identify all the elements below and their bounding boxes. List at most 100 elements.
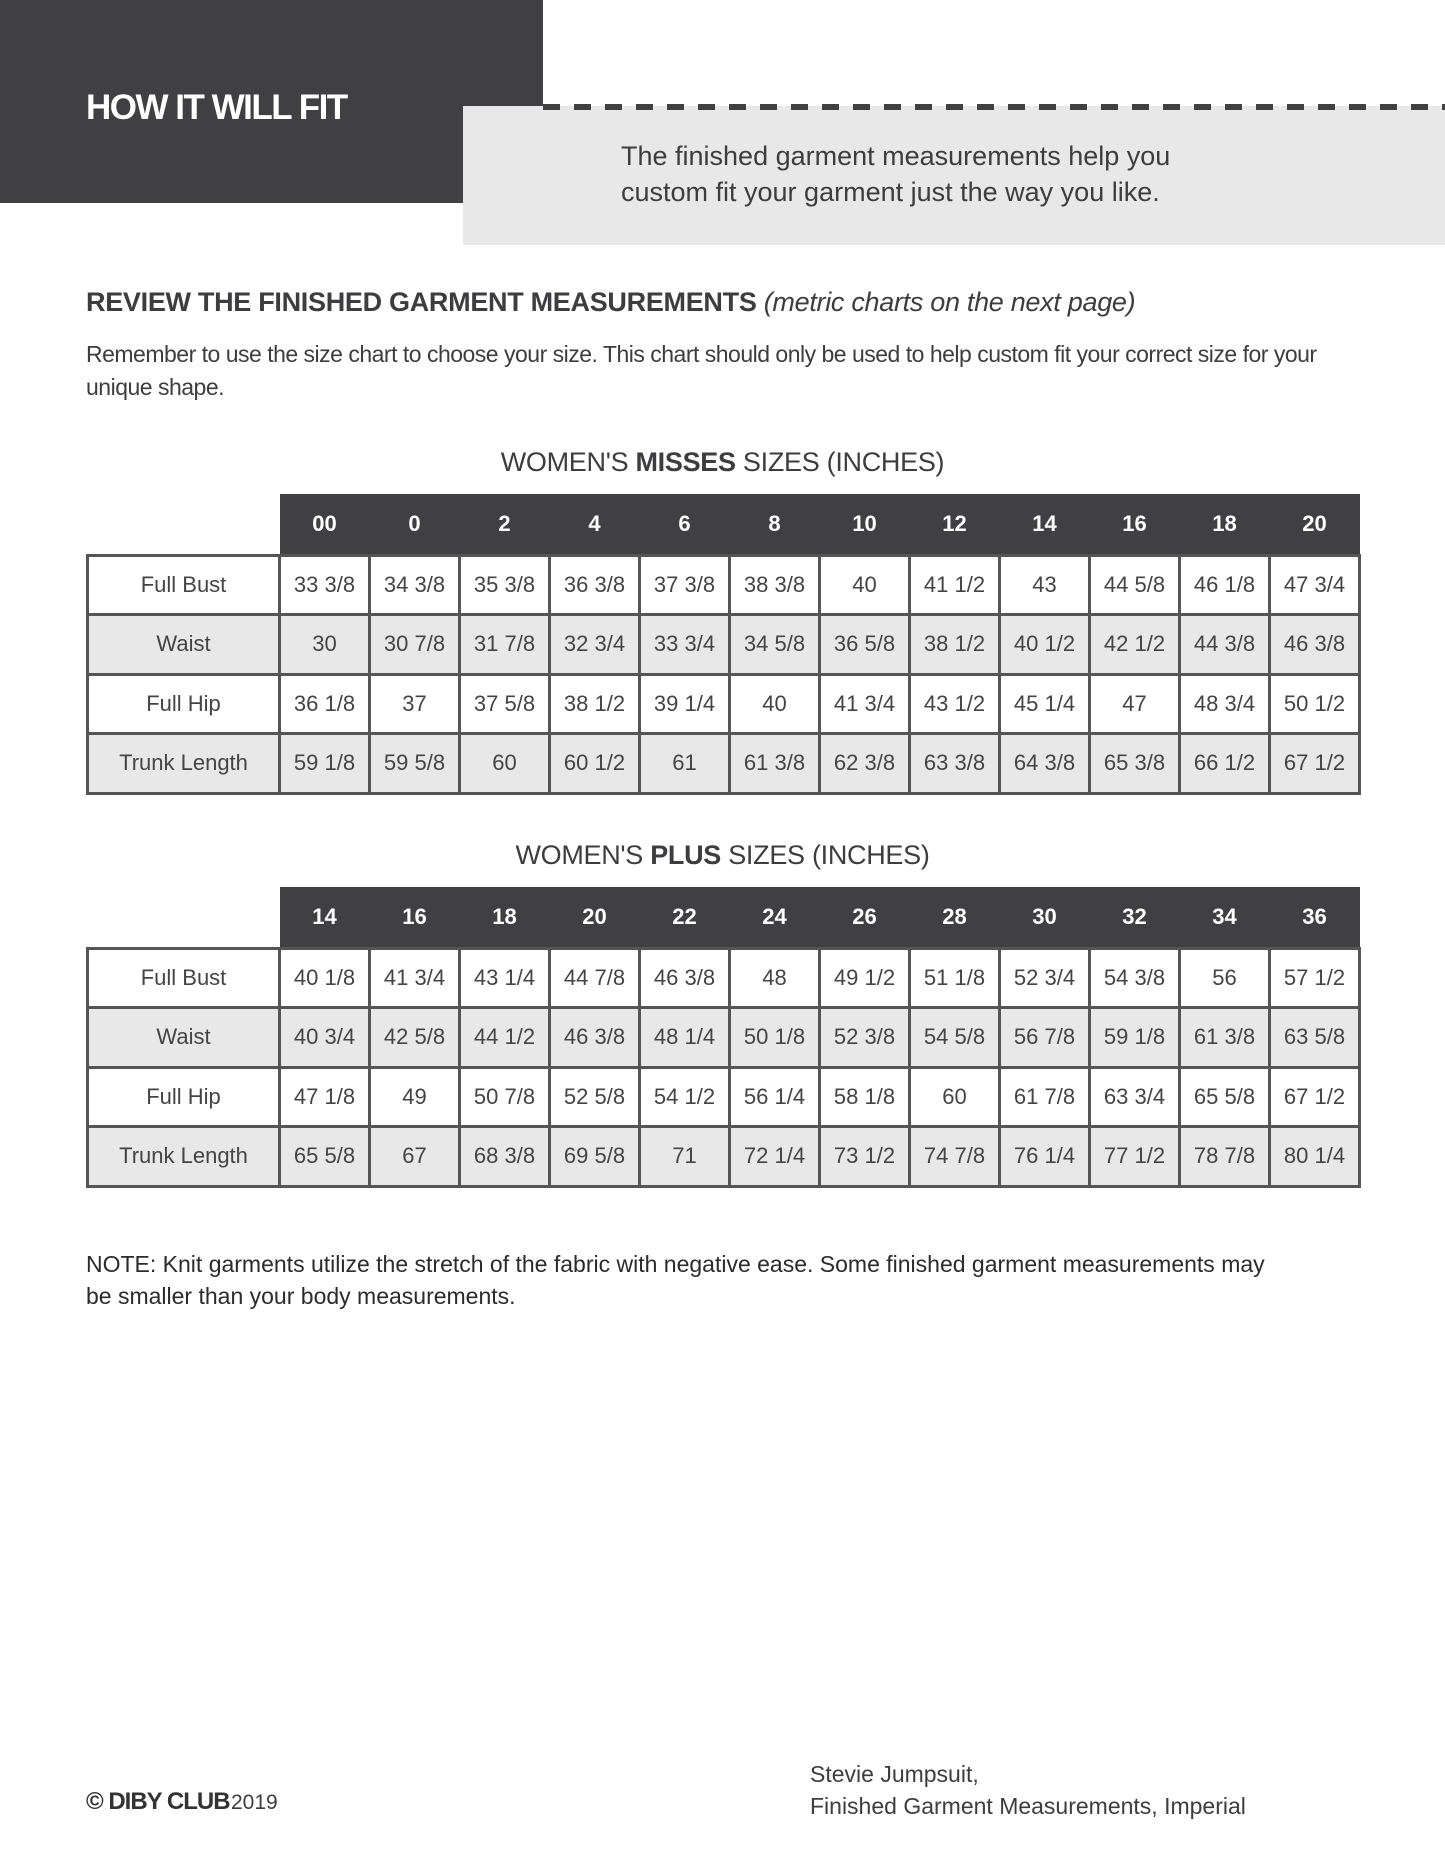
measurement-cell: 67 1/2 bbox=[1268, 732, 1361, 795]
measurement-cell: 65 3/8 bbox=[1088, 732, 1181, 795]
size-header: 14 bbox=[279, 887, 370, 948]
measurement-cell: 33 3/8 bbox=[278, 553, 371, 616]
measurement-cell: 48 1/4 bbox=[638, 1006, 731, 1069]
measurement-cell: 62 3/8 bbox=[818, 732, 911, 795]
measurement-cell: 54 1/2 bbox=[638, 1065, 731, 1128]
measurement-cell: 61 7/8 bbox=[998, 1065, 1091, 1128]
page-title: HOW IT WILL FIT bbox=[86, 88, 348, 127]
measurement-cell: 67 1/2 bbox=[1268, 1065, 1361, 1128]
measurement-cell: 34 5/8 bbox=[728, 613, 821, 676]
measurement-cell: 59 1/8 bbox=[1088, 1006, 1181, 1069]
size-header: 26 bbox=[819, 887, 910, 948]
table-row: Waist 30 30 7/8 31 7/8 32 3/4 33 3/4 34 5/8 36 … bbox=[86, 613, 1361, 676]
measurement-cell: 76 1/4 bbox=[998, 1125, 1091, 1188]
measurement-cell: 56 1/4 bbox=[728, 1065, 821, 1128]
measurement-cell: 44 7/8 bbox=[548, 946, 641, 1009]
measurement-cell: 47 1/8 bbox=[278, 1065, 371, 1128]
row-label: Full Bust bbox=[86, 946, 281, 1009]
measurement-cell: 41 1/2 bbox=[908, 553, 1001, 616]
measurement-cell: 37 bbox=[368, 672, 461, 735]
measurement-cell: 38 3/8 bbox=[728, 553, 821, 616]
diby-club-logo: © DIBY CLUB bbox=[86, 1788, 231, 1815]
measurement-cell: 46 3/8 bbox=[638, 946, 731, 1009]
measurement-cell: 47 bbox=[1088, 672, 1181, 735]
size-header: 0 bbox=[369, 494, 460, 555]
row-label: Waist bbox=[86, 1006, 281, 1069]
measurement-cell: 51 1/8 bbox=[908, 946, 1001, 1009]
size-header: 4 bbox=[549, 494, 640, 555]
measurement-cell: 43 1/2 bbox=[908, 672, 1001, 735]
measurement-cell: 56 7/8 bbox=[998, 1006, 1091, 1069]
measurement-cell: 61 3/8 bbox=[728, 732, 821, 795]
measurement-cell: 40 bbox=[728, 672, 821, 735]
measurement-cell: 54 5/8 bbox=[908, 1006, 1001, 1069]
measurement-cell: 50 7/8 bbox=[458, 1065, 551, 1128]
measurement-cell: 36 1/8 bbox=[278, 672, 371, 735]
measurement-cell: 30 bbox=[278, 613, 371, 676]
measurement-cell: 40 1/2 bbox=[998, 613, 1091, 676]
measurement-cell: 42 5/8 bbox=[368, 1006, 461, 1069]
measurement-cell: 47 3/4 bbox=[1268, 553, 1361, 616]
measurement-cell: 50 1/8 bbox=[728, 1006, 821, 1069]
measurement-cell: 44 3/8 bbox=[1178, 613, 1271, 676]
measurement-cell: 36 5/8 bbox=[818, 613, 911, 676]
measurement-cell: 65 5/8 bbox=[278, 1125, 371, 1188]
heading-text: REVIEW THE FINISHED GARMENT MEASUREMENTS bbox=[86, 287, 757, 317]
table-row: Trunk Length 65 5/8 67 68 3/8 69 5/8 71 72 1/4… bbox=[86, 1125, 1361, 1188]
measurement-cell: 52 5/8 bbox=[548, 1065, 641, 1128]
table-row: Full Bust 40 1/8 41 3/4 43 1/4 44 7/8 46 3/8 4… bbox=[86, 946, 1361, 1009]
header-row: 14 16 18 20 22 24 26 28 30 32 34 36 bbox=[87, 887, 1360, 948]
measurement-cell: 68 3/8 bbox=[458, 1125, 551, 1188]
measurement-cell: 37 5/8 bbox=[458, 672, 551, 735]
measurement-cell: 77 1/2 bbox=[1088, 1125, 1181, 1188]
measurement-cell: 46 1/8 bbox=[1178, 553, 1271, 616]
table-row: Full Bust 33 3/8 34 3/8 35 3/8 36 3/8 37 3/8 3… bbox=[86, 553, 1361, 616]
size-header: 14 bbox=[999, 494, 1090, 555]
table-row: Full Hip 36 1/8 37 37 5/8 38 1/2 39 1/4 40 41 3… bbox=[86, 672, 1361, 735]
measurement-cell: 35 3/8 bbox=[458, 553, 551, 616]
row-label: Full Hip bbox=[86, 1065, 281, 1128]
table-row: Trunk Length 59 1/8 59 5/8 60 60 1/2 61 61 3/8… bbox=[86, 732, 1361, 795]
measurement-cell: 46 3/8 bbox=[1268, 613, 1361, 676]
row-label: Full Hip bbox=[86, 672, 281, 735]
misses-table-title: WOMEN'S MISSES SIZES (INCHES) bbox=[500, 447, 945, 477]
measurement-cell: 67 bbox=[368, 1125, 461, 1188]
measurement-cell: 39 1/4 bbox=[638, 672, 731, 735]
row-label: Waist bbox=[86, 613, 281, 676]
measurement-cell: 66 1/2 bbox=[1178, 732, 1271, 795]
size-header: 00 bbox=[279, 494, 370, 555]
measurement-cell: 64 3/8 bbox=[998, 732, 1091, 795]
table-row: Waist 40 3/4 42 5/8 44 1/2 46 3/8 48 1/4 50 1/… bbox=[86, 1006, 1361, 1069]
measurement-cell: 46 3/8 bbox=[548, 1006, 641, 1069]
measurement-cell: 63 3/8 bbox=[908, 732, 1001, 795]
measurement-cell: 30 7/8 bbox=[368, 613, 461, 676]
size-header: 12 bbox=[909, 494, 1000, 555]
measurement-cell: 73 1/2 bbox=[818, 1125, 911, 1188]
size-header: 36 bbox=[1269, 887, 1360, 948]
size-header: 16 bbox=[1089, 494, 1180, 555]
row-label: Trunk Length bbox=[86, 732, 281, 795]
measurement-cell: 37 3/8 bbox=[638, 553, 731, 616]
measurement-cell: 61 bbox=[638, 732, 731, 795]
measurement-cell: 69 5/8 bbox=[548, 1125, 641, 1188]
measurement-cell: 50 1/2 bbox=[1268, 672, 1361, 735]
measurement-cell: 44 1/2 bbox=[458, 1006, 551, 1069]
measurement-cell: 72 1/4 bbox=[728, 1125, 821, 1188]
size-header: 24 bbox=[729, 887, 820, 948]
measurement-cell: 41 3/4 bbox=[818, 672, 911, 735]
size-header: 30 bbox=[999, 887, 1090, 948]
measurement-cell: 61 3/8 bbox=[1178, 1006, 1271, 1069]
row-label: Full Bust bbox=[86, 553, 281, 616]
knit-note: NOTE: Knit garments utilize the stretch … bbox=[86, 1251, 1265, 1309]
measurement-cell: 44 5/8 bbox=[1088, 553, 1181, 616]
measurement-cell: 41 3/4 bbox=[368, 946, 461, 1009]
measurement-cell: 43 bbox=[998, 553, 1091, 616]
measurement-cell: 59 1/8 bbox=[278, 732, 371, 795]
measurement-cell: 52 3/4 bbox=[998, 946, 1091, 1009]
header-banner: HOW IT WILL FIT bbox=[0, 0, 543, 203]
measurement-cell: 38 1/2 bbox=[908, 613, 1001, 676]
measurement-cell: 60 bbox=[908, 1065, 1001, 1128]
measurement-cell: 43 1/4 bbox=[458, 946, 551, 1009]
measurement-cell: 33 3/4 bbox=[638, 613, 731, 676]
measurement-cell: 49 1/2 bbox=[818, 946, 911, 1009]
